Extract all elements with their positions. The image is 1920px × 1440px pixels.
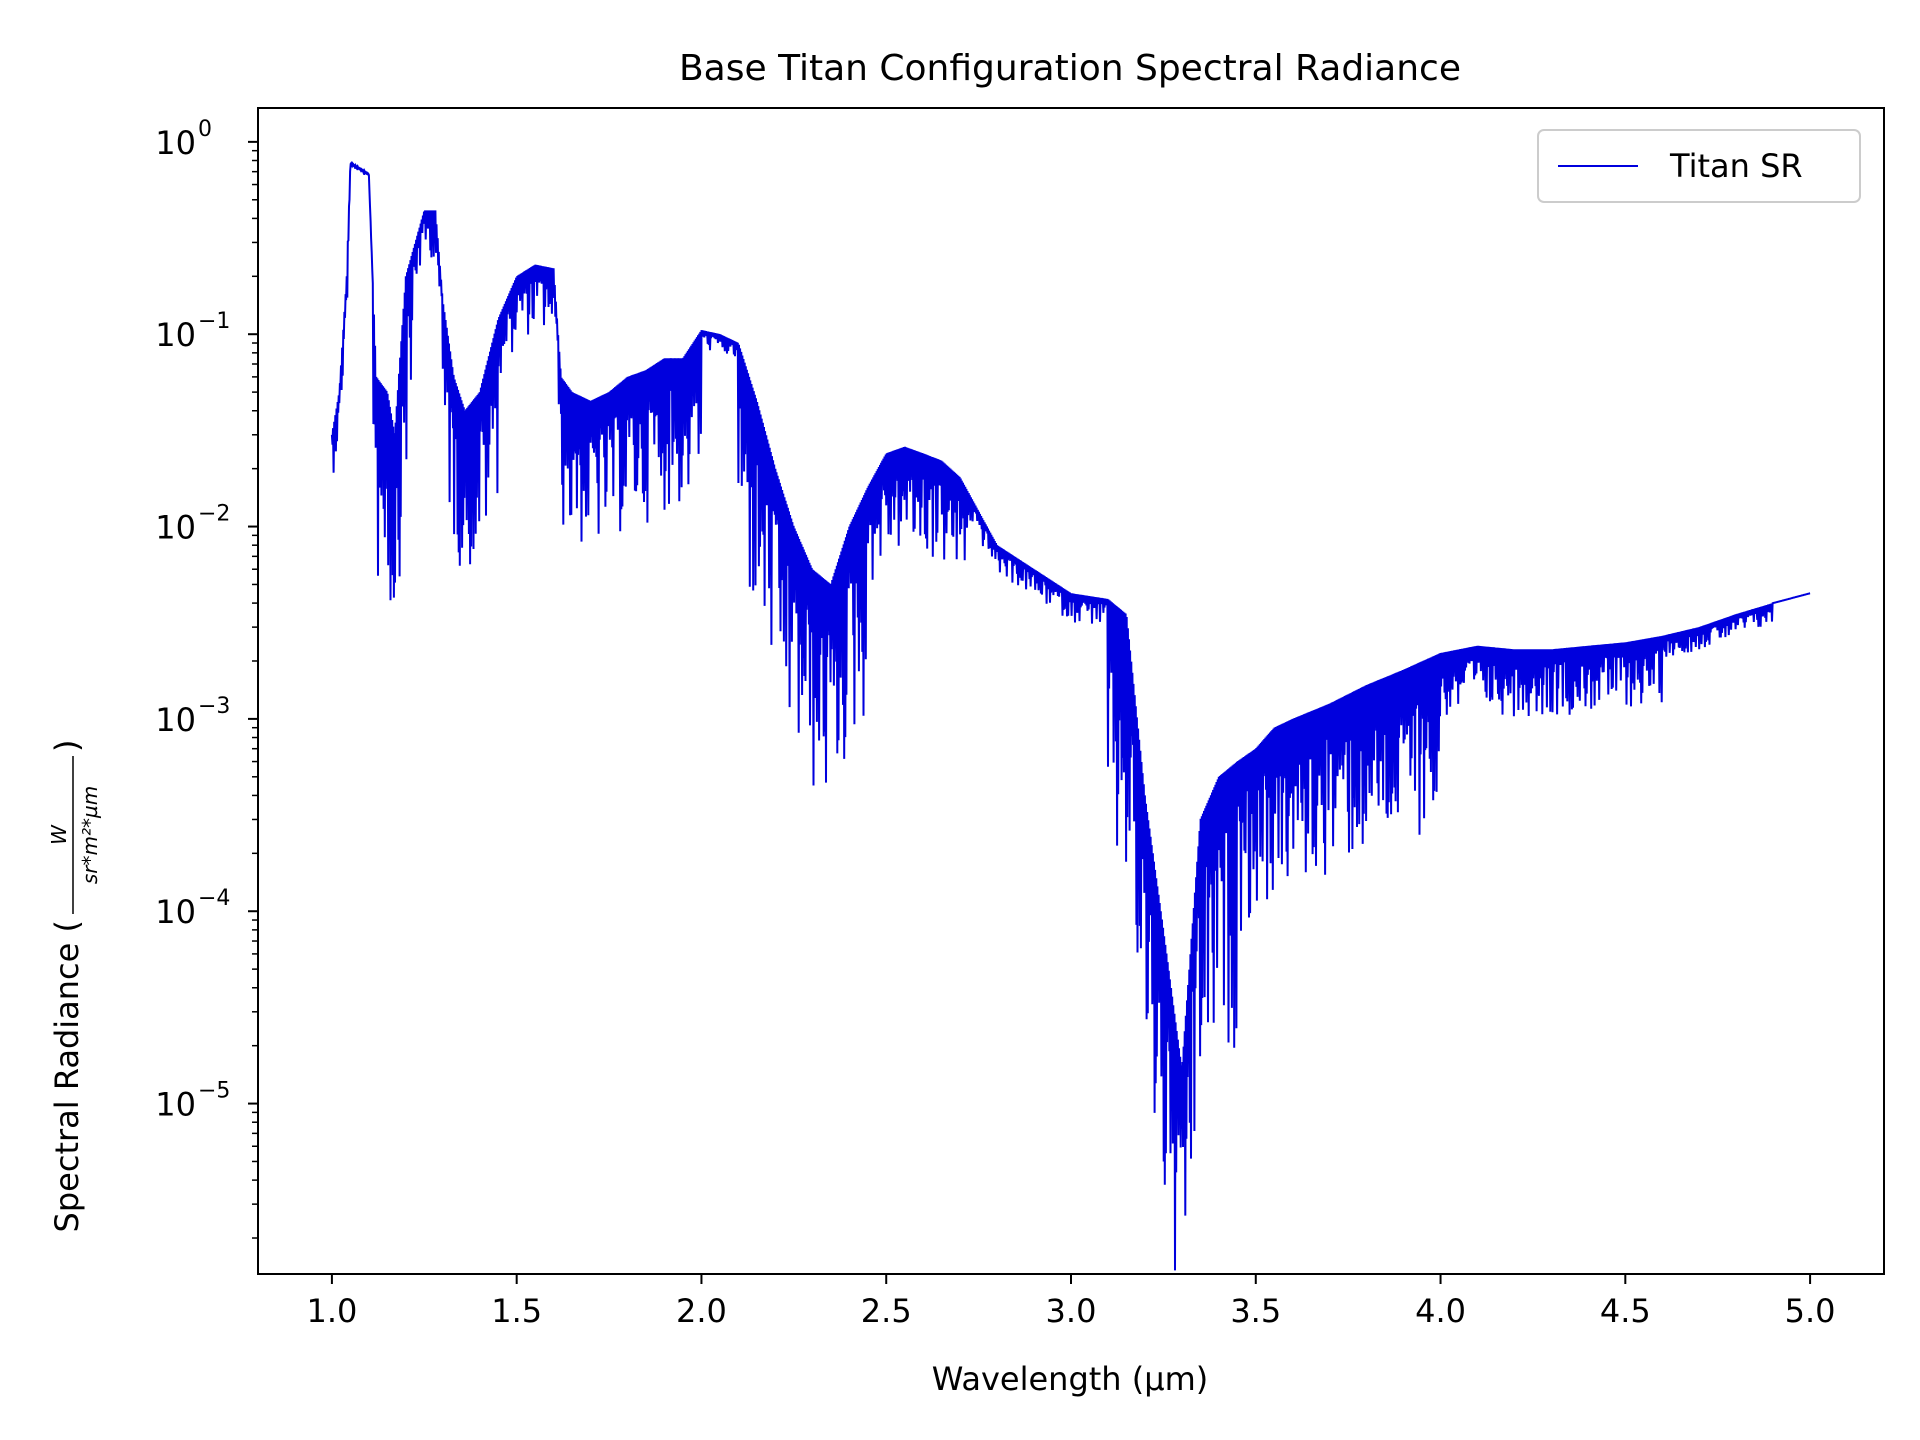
x-tick-label: 4.0: [1415, 1292, 1466, 1330]
x-tick-label: 3.5: [1230, 1292, 1281, 1330]
y-tick-label-exponent: 0: [198, 117, 212, 142]
y-tick-label-exponent: −1: [198, 309, 230, 334]
y-tick-label-base: 10: [155, 701, 196, 739]
y-tick-label-base: 10: [155, 509, 196, 547]
x-axis-ticks: 1.0 1.5 2.0 2.5 3.0 3.5 4.0 4.5 5.0: [306, 1274, 1836, 1330]
y-tick-label-exponent: −3: [198, 694, 230, 719]
y-tick-label-base: 10: [155, 124, 196, 162]
legend-label-titan-sr: Titan SR: [1669, 147, 1803, 185]
chart-title: Base Titan Configuration Spectral Radian…: [679, 48, 1461, 89]
y-axis-unit-denominator: sr*m²*µm: [78, 786, 102, 884]
y-tick-label-exponent: −4: [198, 886, 230, 911]
x-tick-label: 2.0: [676, 1292, 727, 1330]
y-axis-label: Spectral Radiance ( W sr*m²*µm ): [47, 740, 102, 1233]
x-axis-label: Wavelength (µm): [932, 1360, 1209, 1398]
y-axis-label-prefix: Spectral Radiance (: [48, 920, 86, 1232]
y-tick-label-base: 10: [155, 316, 196, 354]
x-tick-label: 2.5: [861, 1292, 912, 1330]
plot-frame: [257, 107, 1885, 1275]
y-axis-unit-numerator: W: [47, 824, 71, 845]
x-tick-label: 4.5: [1600, 1292, 1651, 1330]
x-tick-label: 1.5: [491, 1292, 542, 1330]
legend: Titan SR: [1537, 129, 1861, 203]
series-line-titan-sr: [330, 160, 1811, 1271]
y-tick-label-base: 10: [155, 1086, 196, 1124]
y-tick-label-base: 10: [155, 893, 196, 931]
legend-box: [1537, 129, 1861, 203]
y-axis-label-suffix: ): [48, 740, 86, 752]
y-tick-label-exponent: −2: [198, 502, 230, 527]
x-tick-label: 3.0: [1046, 1292, 1097, 1330]
x-tick-label: 1.0: [306, 1292, 357, 1330]
x-tick-label: 5.0: [1785, 1292, 1836, 1330]
y-tick-label-exponent: −5: [198, 1079, 230, 1104]
